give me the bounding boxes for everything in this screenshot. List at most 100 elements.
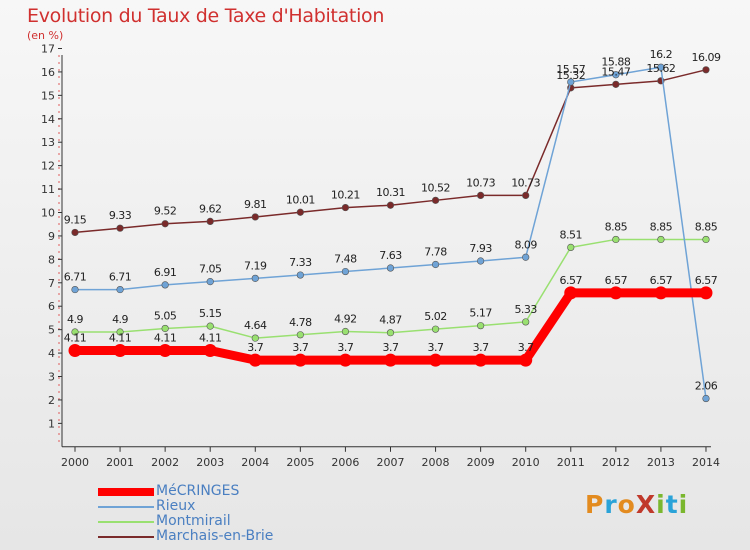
data-point — [296, 208, 304, 216]
data-point — [386, 264, 395, 272]
data-label: 6.57 — [695, 274, 718, 287]
data-label: 5.05 — [154, 309, 177, 322]
logo-letter: i — [678, 490, 689, 519]
data-label: 2.06 — [695, 380, 718, 393]
proxiti-logo: ProXiti — [585, 490, 688, 519]
data-label: 6.71 — [109, 271, 132, 284]
data-point — [251, 274, 259, 282]
data-point — [654, 286, 668, 300]
data-label: 8.85 — [605, 220, 628, 233]
data-label: 4.78 — [289, 316, 312, 329]
data-label: 6.57 — [605, 274, 628, 287]
data-label: 16.2 — [650, 48, 673, 61]
x-tick-label: 2004 — [241, 456, 269, 469]
x-tick-label: 2009 — [467, 456, 495, 469]
data-label: 5.02 — [424, 310, 447, 323]
data-point — [431, 196, 440, 204]
data-label: 3.7 — [247, 341, 263, 354]
data-label: 4.9 — [67, 313, 83, 326]
legend-label: Marchais-en-Brie — [156, 528, 274, 544]
data-point — [477, 191, 485, 199]
data-label: 8.85 — [695, 220, 718, 233]
data-label: 7.05 — [199, 263, 222, 276]
data-label: 10.73 — [466, 176, 495, 189]
legend-swatch — [98, 505, 154, 508]
y-tick-label: 7 — [48, 277, 55, 290]
data-label: 7.33 — [289, 256, 312, 269]
data-label: 8.09 — [514, 238, 537, 251]
data-label: 16.09 — [691, 51, 720, 64]
data-point — [338, 353, 352, 367]
data-point — [612, 80, 620, 88]
data-point — [519, 353, 533, 367]
data-label: 4.11 — [154, 332, 177, 345]
data-point — [341, 327, 350, 336]
x-tick-label: 2012 — [602, 456, 630, 469]
data-label: 4.9 — [112, 313, 128, 326]
legend-label: MéCRINGES — [156, 483, 240, 499]
data-label: 8.85 — [650, 220, 673, 233]
data-label: 4.92 — [334, 313, 357, 326]
data-label: 6.71 — [64, 271, 87, 284]
data-label: 10.21 — [331, 189, 360, 202]
logo-letter: r — [604, 490, 618, 519]
x-tick-label: 2014 — [692, 456, 720, 469]
logo-letter: P — [585, 490, 605, 519]
data-label: 15.47 — [601, 65, 630, 78]
data-label: 10.31 — [376, 186, 405, 199]
data-point — [71, 285, 79, 294]
x-tick-label: 2008 — [422, 456, 450, 469]
chart-title: Evolution du Taux de Taxe d'Habitation — [27, 5, 385, 27]
y-tick-label: 1 — [48, 417, 55, 430]
data-point — [429, 353, 443, 367]
data-point — [431, 325, 440, 333]
data-point — [296, 271, 304, 279]
data-point — [341, 203, 350, 212]
series-lines — [68, 63, 713, 403]
data-point — [477, 322, 485, 330]
data-point — [609, 286, 623, 300]
data-label: 9.62 — [199, 202, 222, 215]
legend-item: Marchais-en-Brie — [98, 529, 273, 544]
legend-swatch — [98, 535, 154, 538]
data-label: 4.87 — [379, 314, 402, 327]
data-point — [248, 353, 262, 367]
x-tick-label: 2007 — [376, 456, 404, 469]
y-tick-label: 8 — [48, 253, 55, 266]
data-labels: 4.11 4.11 4.11 4.11 3.7 3.7 3.7 3.7 3.7 3.7 3.7 6.5… — [64, 48, 722, 393]
data-point — [251, 213, 259, 221]
data-label: 9.52 — [154, 205, 177, 218]
data-point — [699, 286, 713, 300]
data-label: 6.91 — [154, 266, 177, 279]
data-point — [161, 281, 169, 289]
legend-item: MéCRINGES — [98, 484, 273, 499]
data-point — [567, 243, 575, 252]
x-tick-label: 2006 — [331, 456, 359, 469]
logo-letter: t — [665, 490, 679, 519]
data-label: 10.52 — [421, 181, 450, 194]
x-tick-label: 2011 — [557, 456, 585, 469]
legend-swatch — [98, 520, 154, 523]
data-point — [71, 228, 79, 237]
x-tick-label: 2001 — [106, 456, 134, 469]
data-label: 10.01 — [286, 193, 315, 206]
data-label: 3.7 — [428, 341, 444, 354]
data-point — [116, 224, 124, 232]
data-label: 4.11 — [199, 332, 222, 345]
data-point — [612, 235, 620, 244]
data-label: 5.33 — [514, 303, 537, 316]
data-label: 3.7 — [518, 341, 534, 354]
data-label: 3.7 — [292, 341, 308, 354]
data-point — [386, 329, 395, 337]
y-tick-label: 11 — [41, 183, 55, 196]
data-label: 15.62 — [646, 62, 675, 75]
data-label: 7.78 — [424, 246, 447, 259]
data-point — [293, 353, 307, 367]
data-label: 5.17 — [469, 307, 492, 320]
chart-subtitle: (en %) — [27, 29, 64, 42]
logo-letter: o — [617, 490, 636, 519]
y-tick-label: 16 — [41, 66, 55, 79]
data-label: 5.15 — [199, 307, 222, 320]
data-point — [702, 235, 710, 244]
